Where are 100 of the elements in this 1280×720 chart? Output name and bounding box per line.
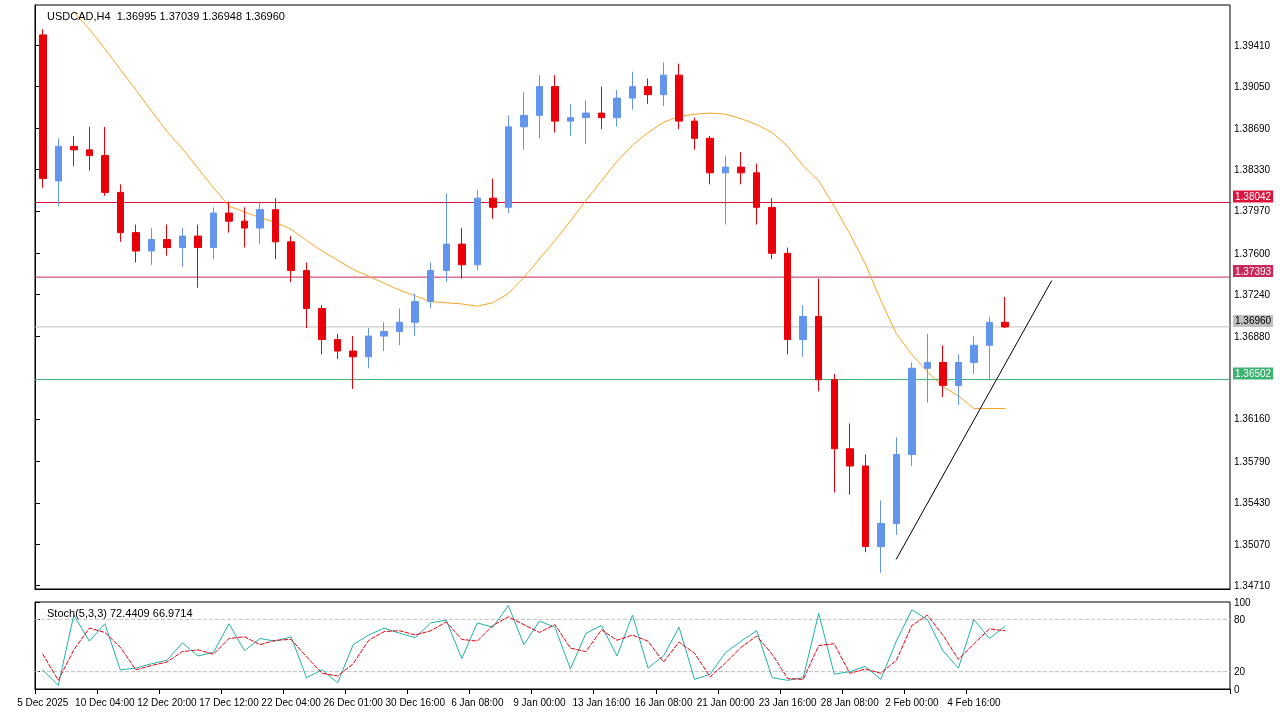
x-tick-label: 23 Jan 16:00: [758, 696, 818, 708]
candlestick: [799, 304, 807, 358]
candlestick: [939, 344, 947, 398]
x-tick-label: 5 Dec 2025: [17, 696, 69, 708]
candlestick: [411, 293, 419, 337]
candlestick: [334, 333, 341, 360]
candlestick: [86, 126, 93, 172]
candlestick: [287, 235, 295, 283]
y-tick-label: 1.34710: [1234, 580, 1271, 592]
y-tick-label: 1.37600: [1234, 247, 1271, 259]
candlestick: [163, 224, 171, 257]
candlestick: [784, 247, 791, 355]
candlestick: [660, 61, 667, 107]
candlestick: [737, 151, 745, 185]
candlestick: [582, 99, 590, 145]
candlestick: [55, 137, 62, 207]
candlestick: [443, 193, 450, 283]
y-tick-label: 1.39050: [1234, 81, 1271, 93]
y-tick-label: 1.37970: [1234, 205, 1271, 217]
candlestick: [924, 333, 931, 404]
candlestick: [194, 224, 202, 289]
x-tick-label: 10 Dec 04:00: [75, 696, 136, 708]
candlestick: [396, 308, 403, 346]
x-tick-label: 26 Dec 01:00: [323, 696, 384, 708]
candlestick: [380, 321, 388, 352]
candlestick: [427, 262, 434, 309]
chart-title: USDCAD,H4 1.36995 1.37039 1.36948 1.36960: [47, 9, 285, 22]
candlestick: [706, 135, 714, 185]
x-tick-label: 4 Feb 16:00: [947, 696, 1002, 708]
y-tick-label: 1.35070: [1234, 538, 1271, 550]
ref-line-label: 1.37393: [1235, 265, 1272, 277]
y-tick-label: 20: [1234, 666, 1246, 678]
candlestick: [179, 227, 186, 268]
y-tick-label: 1.39410: [1234, 39, 1271, 51]
ref-line-label: 1.36502: [1235, 368, 1272, 380]
candlestick: [132, 224, 140, 264]
x-tick-label: 16 Jan 08:00: [634, 696, 693, 708]
candlestick: [629, 71, 636, 111]
candlestick: [893, 436, 900, 536]
candlestick: [768, 197, 776, 260]
candlestick: [831, 373, 838, 493]
candlestick: [722, 155, 729, 226]
y-tick-label: 1.38690: [1234, 122, 1271, 134]
ref-line-label: 1.36960: [1235, 315, 1272, 327]
x-tick-label: 9 Jan 00:00: [513, 696, 566, 708]
candlestick: [536, 74, 543, 139]
candlestick: [691, 117, 698, 151]
candlestick: [598, 86, 605, 130]
candlestick: [505, 114, 512, 214]
x-tick-label: 30 Dec 16:00: [385, 696, 446, 708]
x-tick-label: 22 Dec 04:00: [261, 696, 322, 708]
y-tick-label: 1.36160: [1234, 413, 1271, 425]
candlestick: [489, 178, 497, 220]
chart-title: Stoch(5,3,3) 72.4409 66.9714: [47, 606, 193, 619]
candlestick: [520, 91, 528, 151]
candlestick: [458, 227, 466, 280]
candlestick: [210, 206, 217, 260]
candlestick: [117, 183, 124, 243]
candlestick: [644, 78, 652, 105]
candlestick: [318, 304, 326, 355]
candlestick: [877, 499, 885, 574]
x-tick-label: 13 Jan 16:00: [572, 696, 631, 708]
y-tick-label: 1.35790: [1234, 455, 1271, 467]
line-series: [42, 604, 1006, 687]
x-tick-label: 12 Dec 20:00: [137, 696, 198, 708]
candlestick: [303, 262, 310, 329]
x-tick-label: 17 Dec 12:00: [199, 696, 260, 708]
candlestick: [551, 74, 559, 134]
candlestick: [753, 163, 760, 226]
y-tick-label: 1.37240: [1234, 289, 1271, 301]
y-tick-label: 80: [1234, 613, 1246, 625]
candlestick: [474, 189, 481, 272]
candlestick: [148, 227, 155, 266]
candlestick: [225, 201, 233, 234]
candlestick: [101, 126, 109, 197]
candlestick: [970, 335, 978, 375]
x-tick-label: 6 Jan 08:00: [451, 696, 504, 708]
candlestick: [241, 206, 248, 249]
candlestick: [986, 316, 993, 381]
candlestick: [70, 135, 78, 167]
x-tick-label: 2 Feb 00:00: [885, 696, 939, 708]
candlestick: [349, 335, 357, 390]
candlestick: [1001, 296, 1009, 329]
x-tick-label: 28 Jan 08:00: [820, 696, 880, 708]
y-tick-label: 1.35430: [1234, 497, 1271, 509]
y-tick-label: 1.38330: [1234, 163, 1271, 175]
y-tick-label: 0: [1234, 683, 1240, 695]
y-tick-label: 100: [1234, 596, 1252, 608]
candlestick: [613, 89, 621, 128]
candlestick: [675, 63, 683, 130]
candlestick: [272, 197, 279, 260]
candlestick: [846, 422, 854, 496]
candlestick: [256, 201, 264, 245]
candlestick: [815, 278, 822, 392]
candlestick: [567, 103, 574, 137]
x-tick-label: 21 Jan 00:00: [696, 696, 755, 708]
candlestick: [365, 327, 372, 369]
candlestick: [862, 454, 869, 553]
y-tick-label: 1.36880: [1234, 330, 1271, 342]
candlestick: [908, 362, 916, 467]
